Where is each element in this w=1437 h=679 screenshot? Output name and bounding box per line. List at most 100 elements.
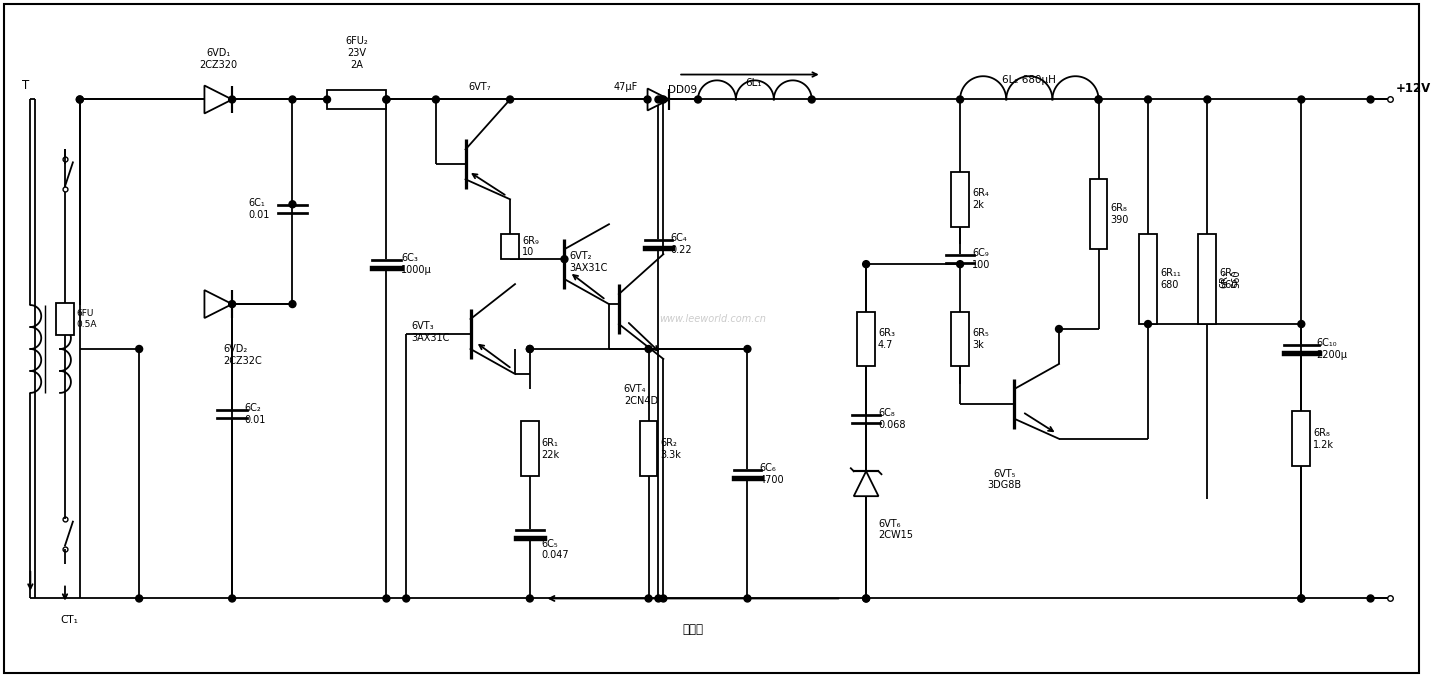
Text: 6VD₁
2CZ320: 6VD₁ 2CZ320 bbox=[200, 48, 237, 69]
Text: 6R₇
560: 6R₇ 560 bbox=[1219, 268, 1237, 290]
Text: 6R₂
3.3k: 6R₂ 3.3k bbox=[661, 438, 681, 460]
Polygon shape bbox=[648, 88, 670, 111]
Circle shape bbox=[507, 96, 513, 103]
Text: CT₁: CT₁ bbox=[60, 615, 78, 625]
Bar bbox=[328, 90, 387, 109]
Circle shape bbox=[289, 301, 296, 308]
Circle shape bbox=[289, 201, 296, 208]
Circle shape bbox=[135, 346, 142, 352]
Circle shape bbox=[384, 595, 389, 602]
Text: +12V: +12V bbox=[1395, 81, 1430, 94]
Circle shape bbox=[228, 301, 236, 308]
Text: T: T bbox=[22, 79, 29, 92]
Circle shape bbox=[645, 595, 652, 602]
Circle shape bbox=[289, 96, 296, 103]
Text: 6VT₃
3AX31C: 6VT₃ 3AX31C bbox=[411, 321, 450, 343]
Circle shape bbox=[433, 96, 440, 103]
Circle shape bbox=[402, 595, 410, 602]
Polygon shape bbox=[204, 290, 233, 318]
Circle shape bbox=[228, 96, 236, 103]
Text: 6R₈
390: 6R₈ 390 bbox=[1111, 204, 1129, 225]
Circle shape bbox=[1298, 320, 1305, 327]
Text: 6VT₅
3DG8B: 6VT₅ 3DG8B bbox=[987, 469, 1022, 490]
Circle shape bbox=[862, 595, 869, 602]
Circle shape bbox=[76, 96, 83, 103]
Bar bbox=[951, 172, 969, 227]
Text: 6VT₇: 6VT₇ bbox=[468, 81, 491, 92]
Circle shape bbox=[862, 261, 869, 268]
Circle shape bbox=[526, 595, 533, 602]
Text: 6VT₆
2CW15: 6VT₆ 2CW15 bbox=[878, 519, 912, 540]
Circle shape bbox=[1298, 595, 1305, 602]
Circle shape bbox=[808, 96, 815, 103]
Text: 6R₁₁
680: 6R₁₁ 680 bbox=[1160, 268, 1181, 290]
Text: 47μF: 47μF bbox=[614, 81, 638, 92]
Text: 6C₉
100: 6C₉ 100 bbox=[971, 249, 990, 270]
Bar bbox=[639, 422, 658, 476]
Circle shape bbox=[1204, 96, 1211, 103]
Text: 6VT₄
2CN4D: 6VT₄ 2CN4D bbox=[624, 384, 658, 405]
Text: 6C₃
1000μ: 6C₃ 1000μ bbox=[401, 253, 433, 275]
Text: 6C₁
0.01: 6C₁ 0.01 bbox=[249, 198, 269, 220]
Bar bbox=[858, 312, 875, 367]
Circle shape bbox=[135, 595, 142, 602]
Circle shape bbox=[228, 595, 236, 602]
Bar bbox=[951, 312, 969, 367]
Circle shape bbox=[660, 595, 667, 602]
Circle shape bbox=[76, 96, 83, 103]
Circle shape bbox=[744, 595, 752, 602]
Circle shape bbox=[655, 96, 662, 103]
Circle shape bbox=[1056, 325, 1062, 333]
Text: 6VD₂
2CZ32C: 6VD₂ 2CZ32C bbox=[223, 344, 262, 365]
Circle shape bbox=[957, 261, 964, 268]
Text: 6R₁
22k: 6R₁ 22k bbox=[542, 438, 560, 460]
Text: 6C₂
0.01: 6C₂ 0.01 bbox=[244, 403, 266, 424]
Text: 6L₂ 680μH: 6L₂ 680μH bbox=[1003, 75, 1056, 84]
Text: 6R₉
10: 6R₉ 10 bbox=[522, 236, 539, 257]
Circle shape bbox=[1144, 320, 1151, 327]
Circle shape bbox=[1144, 96, 1151, 103]
Bar bbox=[1198, 234, 1216, 324]
Text: 6C₄
0.22: 6C₄ 0.22 bbox=[670, 234, 693, 255]
Text: 6FU₂
23V
2A: 6FU₂ 23V 2A bbox=[345, 37, 368, 69]
Text: 6R₄
2k: 6R₄ 2k bbox=[971, 189, 989, 210]
Circle shape bbox=[384, 96, 389, 103]
Text: www.leeworld.com.cn: www.leeworld.com.cn bbox=[660, 314, 766, 324]
Text: 6R₈
1.2k: 6R₈ 1.2k bbox=[1313, 428, 1334, 449]
Circle shape bbox=[694, 96, 701, 103]
Circle shape bbox=[655, 595, 662, 602]
Circle shape bbox=[1367, 595, 1374, 602]
Text: 6C₈
0.068: 6C₈ 0.068 bbox=[878, 408, 905, 430]
Bar bbox=[502, 234, 519, 259]
Text: 6R₅
3k: 6R₅ 3k bbox=[971, 328, 989, 350]
Text: 6L₁: 6L₁ bbox=[744, 77, 762, 88]
Bar bbox=[1089, 179, 1108, 249]
Circle shape bbox=[645, 346, 652, 352]
Text: 6FU
0.5A: 6FU 0.5A bbox=[76, 310, 98, 329]
Circle shape bbox=[1298, 595, 1305, 602]
Text: 6C₅
0.047: 6C₅ 0.047 bbox=[542, 538, 569, 560]
Circle shape bbox=[1367, 96, 1374, 103]
Circle shape bbox=[526, 346, 533, 352]
Bar bbox=[1140, 234, 1157, 324]
Circle shape bbox=[744, 346, 752, 352]
Text: 6R₇
560: 6R₇ 560 bbox=[1219, 270, 1240, 289]
Circle shape bbox=[660, 96, 667, 103]
Text: 6C₁₀
2200μ: 6C₁₀ 2200μ bbox=[1316, 338, 1346, 360]
Text: 6C₆
4700: 6C₆ 4700 bbox=[759, 463, 785, 485]
Circle shape bbox=[384, 96, 389, 103]
Bar bbox=[522, 422, 539, 476]
Circle shape bbox=[526, 346, 533, 352]
Text: DD09: DD09 bbox=[668, 84, 697, 94]
Text: 行脉冲: 行脉冲 bbox=[683, 623, 704, 636]
Circle shape bbox=[1095, 96, 1102, 103]
Polygon shape bbox=[854, 471, 878, 496]
Circle shape bbox=[1095, 96, 1102, 103]
Circle shape bbox=[862, 595, 869, 602]
Circle shape bbox=[644, 96, 651, 103]
Text: 6VT₂
3AX31C: 6VT₂ 3AX31C bbox=[569, 251, 608, 273]
Bar bbox=[56, 303, 73, 335]
Circle shape bbox=[957, 96, 964, 103]
Bar bbox=[1292, 411, 1311, 466]
Polygon shape bbox=[204, 86, 233, 113]
